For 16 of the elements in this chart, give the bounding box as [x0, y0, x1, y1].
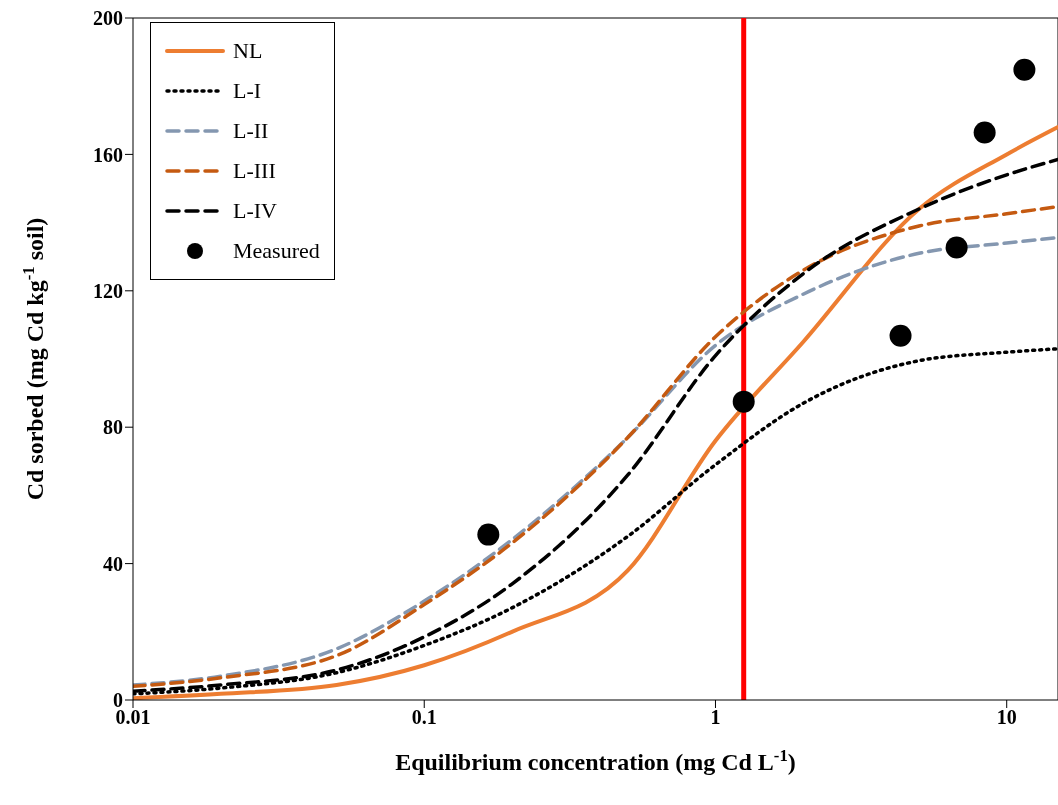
legend-label: L-II	[233, 118, 269, 144]
y-tick-label: 200	[93, 7, 123, 30]
x-tick-label: 0.1	[411, 706, 437, 729]
legend-label: L-III	[233, 158, 276, 184]
y-tick-label: 80	[103, 416, 123, 439]
x-tick-label: 0.01	[115, 706, 151, 729]
y-tick-label: 120	[93, 279, 123, 302]
legend-label: Measured	[233, 238, 320, 264]
x-tick-label: 10	[996, 706, 1017, 729]
legend-label: L-I	[233, 78, 262, 104]
legend-label: NL	[233, 38, 263, 64]
y-tick-label: 160	[93, 143, 123, 166]
y-tick-label: 40	[103, 552, 123, 575]
x-axis-title: Equilibrium concentration (mg Cd L$^{-1}$)	[395, 745, 796, 775]
x-tick-label: 1	[710, 706, 721, 729]
legend-label: L-IV	[233, 198, 277, 224]
